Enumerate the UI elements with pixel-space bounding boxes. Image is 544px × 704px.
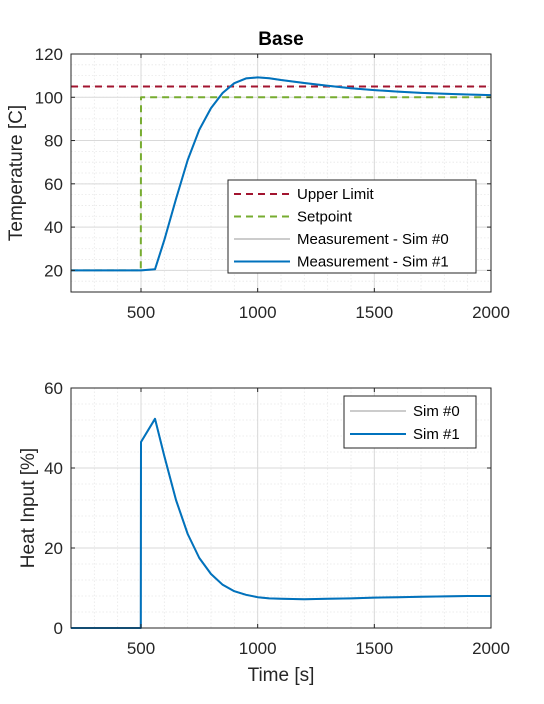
x-axis-label: Time [s] [248, 665, 315, 686]
chart-title: Base [258, 29, 303, 50]
heat-input-chart: 500 1000 1500 2000 0 20 40 60 Time [s] Heat Inp… [18, 379, 510, 686]
x-tick-label: 500 [127, 639, 155, 658]
x-tick-label: 500 [127, 303, 155, 322]
legend-box-heat [343, 395, 477, 449]
y-axis-label-heat: Heat Input [%] [18, 448, 39, 568]
x-tick-label: 1000 [239, 639, 277, 658]
temperature-axes-box [70, 53, 492, 293]
y-tick-label: 0 [54, 619, 63, 638]
y-tick-label: 40 [44, 459, 63, 478]
temperature-ticks: 500 1000 1500 2000 20 40 60 80 100 120 [35, 45, 510, 322]
y-tick-label: 20 [44, 261, 63, 280]
heat-input-series [71, 417, 491, 629]
legend-box [227, 179, 477, 274]
legend-label: Measurement - Sim #0 [297, 231, 449, 248]
x-tick-label: 1500 [355, 639, 393, 658]
y-tick-label: 40 [44, 218, 63, 237]
y-axis-label: Temperature [C] [6, 105, 27, 241]
heat-input-legend: Sim #0 Sim #1 [343, 395, 477, 449]
x-tick-label: 1000 [239, 303, 277, 322]
x-tick-label: 1500 [355, 303, 393, 322]
y-tick-label: 20 [44, 539, 63, 558]
y-tick-label: 120 [35, 45, 63, 64]
temperature-series [71, 76, 492, 272]
legend-label: Sim #1 [413, 426, 460, 443]
y-tick-label: 60 [44, 379, 63, 398]
x-tick-label: 2000 [472, 303, 510, 322]
legend-label: Upper Limit [297, 186, 375, 203]
series-line-1 [71, 96, 491, 272]
heat-input-axes-box [70, 387, 492, 629]
temperature-legend: Upper Limit Setpoint Measurement - Sim #0 M… [227, 179, 477, 274]
x-tick-label: 2000 [472, 639, 510, 658]
series-line-3 [71, 76, 492, 272]
legend-label: Sim #0 [413, 403, 460, 420]
y-tick-label: 80 [44, 132, 63, 151]
heat-input-ticks: 500 1000 1500 2000 0 20 40 60 [44, 379, 510, 658]
y-tick-label: 60 [44, 175, 63, 194]
temperature-chart: 500 1000 1500 2000 20 40 60 80 100 120 Base Tempe… [6, 29, 510, 322]
legend-label: Setpoint [297, 209, 353, 226]
y-tick-label: 100 [35, 88, 63, 107]
series-line-1 [71, 417, 491, 629]
legend-label: Measurement - Sim #1 [297, 254, 449, 271]
